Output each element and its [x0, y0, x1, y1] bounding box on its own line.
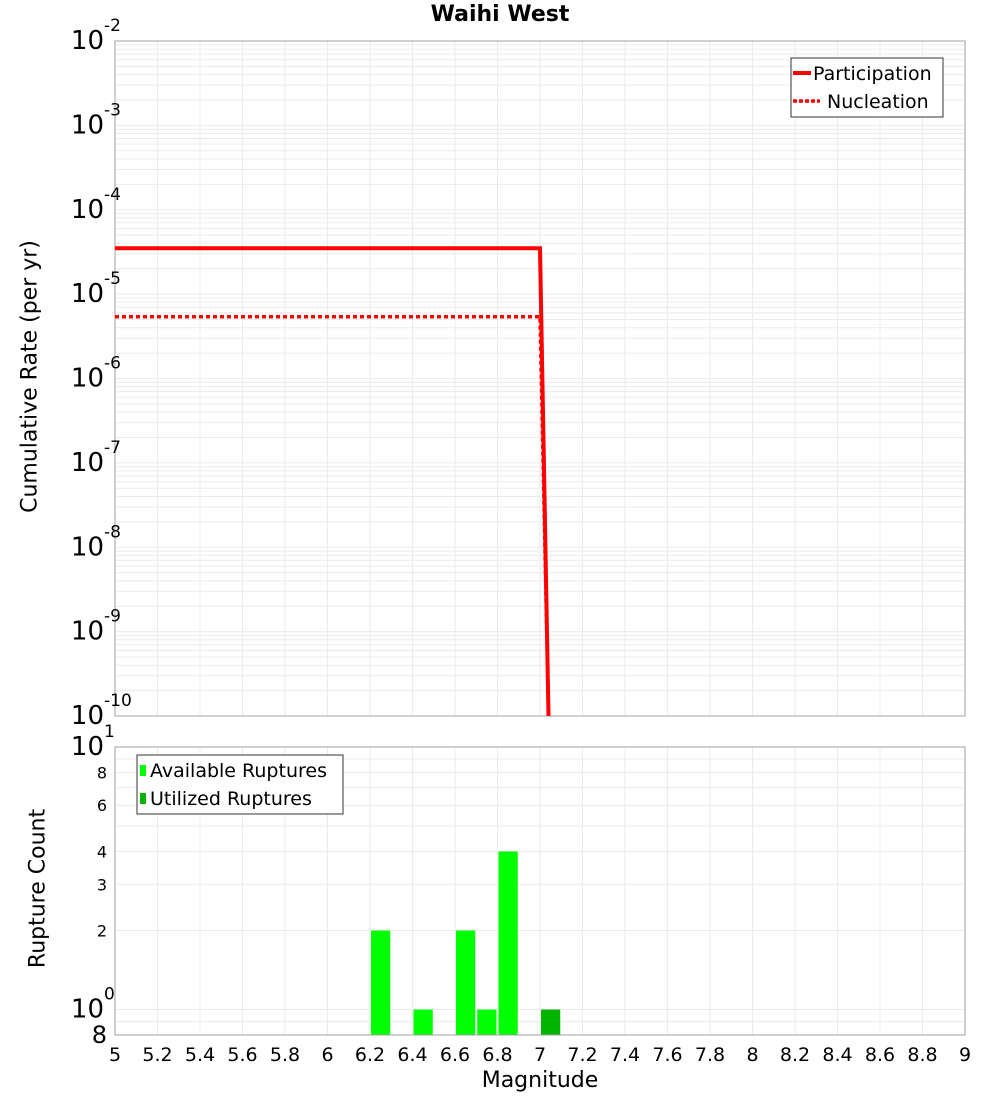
top-y-tick: 10 -2 — [71, 16, 121, 56]
top-y-tick: 10 -8 — [71, 522, 121, 562]
available-rupture-bar — [371, 930, 391, 1035]
available-rupture-bar — [456, 930, 476, 1035]
tick-exponent: -5 — [104, 269, 121, 289]
x-tick: 5.4 — [185, 1044, 215, 1066]
x-tick: 7.8 — [695, 1044, 725, 1066]
x-tick: 8 — [746, 1044, 758, 1066]
tick-base: 10 — [71, 448, 104, 478]
tick-base: 10 — [71, 195, 104, 225]
tick-exponent: -4 — [104, 185, 121, 205]
x-tick: 8.6 — [865, 1044, 895, 1066]
x-tick: 7.6 — [652, 1044, 682, 1066]
bottom-y-tick: 8 — [92, 1021, 107, 1049]
bottom-y-tick: 2 — [97, 922, 107, 941]
x-tick: 5.2 — [142, 1044, 172, 1066]
tick-exponent: -10 — [104, 691, 132, 711]
legend-nucleation-label: Nucleation — [827, 91, 929, 113]
tick-exponent: -7 — [104, 438, 121, 458]
nucleation-line — [115, 314, 551, 716]
x-tick: 6.2 — [355, 1044, 385, 1066]
legend-participation-label: Participation — [813, 63, 932, 85]
x-tick: 8.4 — [822, 1044, 852, 1066]
tick-base: 10 — [71, 26, 104, 56]
x-tick: 7 — [534, 1044, 546, 1066]
top-y-tick: 10 -10 — [71, 691, 132, 731]
tick-base: 10 — [71, 732, 104, 762]
bottom-y-tick: 3 — [97, 875, 107, 894]
bottom-y-tick: 8 — [97, 763, 107, 782]
top-y-tick: 10 -7 — [71, 438, 121, 478]
tick-exponent: -6 — [104, 354, 121, 374]
available-rupture-bar — [498, 851, 518, 1035]
x-tick: 5.8 — [270, 1044, 300, 1066]
tick-exponent: -2 — [104, 16, 121, 36]
x-tick: 9 — [959, 1044, 971, 1066]
tick-exponent: 0 — [104, 985, 115, 1005]
x-tick: 6.8 — [482, 1044, 512, 1066]
top-plot: 10-210-310-410-510-610-710-810-910 -10Par… — [71, 16, 966, 731]
chart-title: Waihi West — [430, 2, 570, 27]
tick-base: 10 — [71, 110, 104, 140]
x-tick: 8.8 — [907, 1044, 937, 1066]
utilized-rupture-bar — [541, 1009, 561, 1035]
tick-base: 10 — [71, 364, 104, 394]
x-tick: 6.6 — [440, 1044, 470, 1066]
legend-available-label: Available Ruptures — [150, 760, 327, 782]
tick-base: 10 — [71, 279, 104, 309]
available-rupture-bar — [477, 1009, 497, 1035]
x-tick: 7.2 — [567, 1044, 597, 1066]
top-y-tick: 10 -3 — [71, 100, 121, 140]
bottom-legend: Available Ruptures Utilized Ruptures — [136, 754, 344, 815]
tick-exponent: -8 — [104, 522, 121, 542]
x-tick: 8.2 — [780, 1044, 810, 1066]
x-tick: 6 — [321, 1044, 333, 1066]
top-y-axis-label: Cumulative Rate (per yr) — [17, 240, 43, 513]
bottom-y-tick: 4 — [97, 842, 107, 861]
top-y-tick: 10 -6 — [71, 354, 121, 394]
tick-base: 10 — [71, 701, 104, 731]
x-tick: 7.4 — [610, 1044, 640, 1066]
x-tick: 5.6 — [227, 1044, 257, 1066]
bottom-y-axis-label: Rupture Count — [25, 808, 51, 969]
x-axis-label: Magnitude — [481, 1068, 599, 1093]
x-tick: 5 — [109, 1044, 121, 1066]
top-y-tick: 10 -9 — [71, 607, 121, 647]
tick-base: 10 — [71, 617, 104, 647]
tick-exponent: -3 — [104, 100, 121, 120]
tick-base: 10 — [71, 532, 104, 562]
tick-exponent: -9 — [104, 607, 121, 627]
x-tick: 6.4 — [397, 1044, 427, 1066]
bottom-y-tick: 6 — [97, 796, 107, 815]
bottom-y-tick: 10 0 — [71, 985, 115, 1025]
available-rupture-bar — [413, 1009, 433, 1035]
bottom-y-tick: 10 1 — [71, 722, 115, 762]
top-y-tick: 10 -4 — [71, 185, 121, 225]
tick-base: 10 — [71, 995, 104, 1025]
top-legend: Participation Nucleation — [790, 57, 944, 118]
top-y-tick: 10 -5 — [71, 269, 121, 309]
tick-exponent: 1 — [104, 722, 115, 742]
legend-utilized-label: Utilized Ruptures — [150, 788, 312, 810]
